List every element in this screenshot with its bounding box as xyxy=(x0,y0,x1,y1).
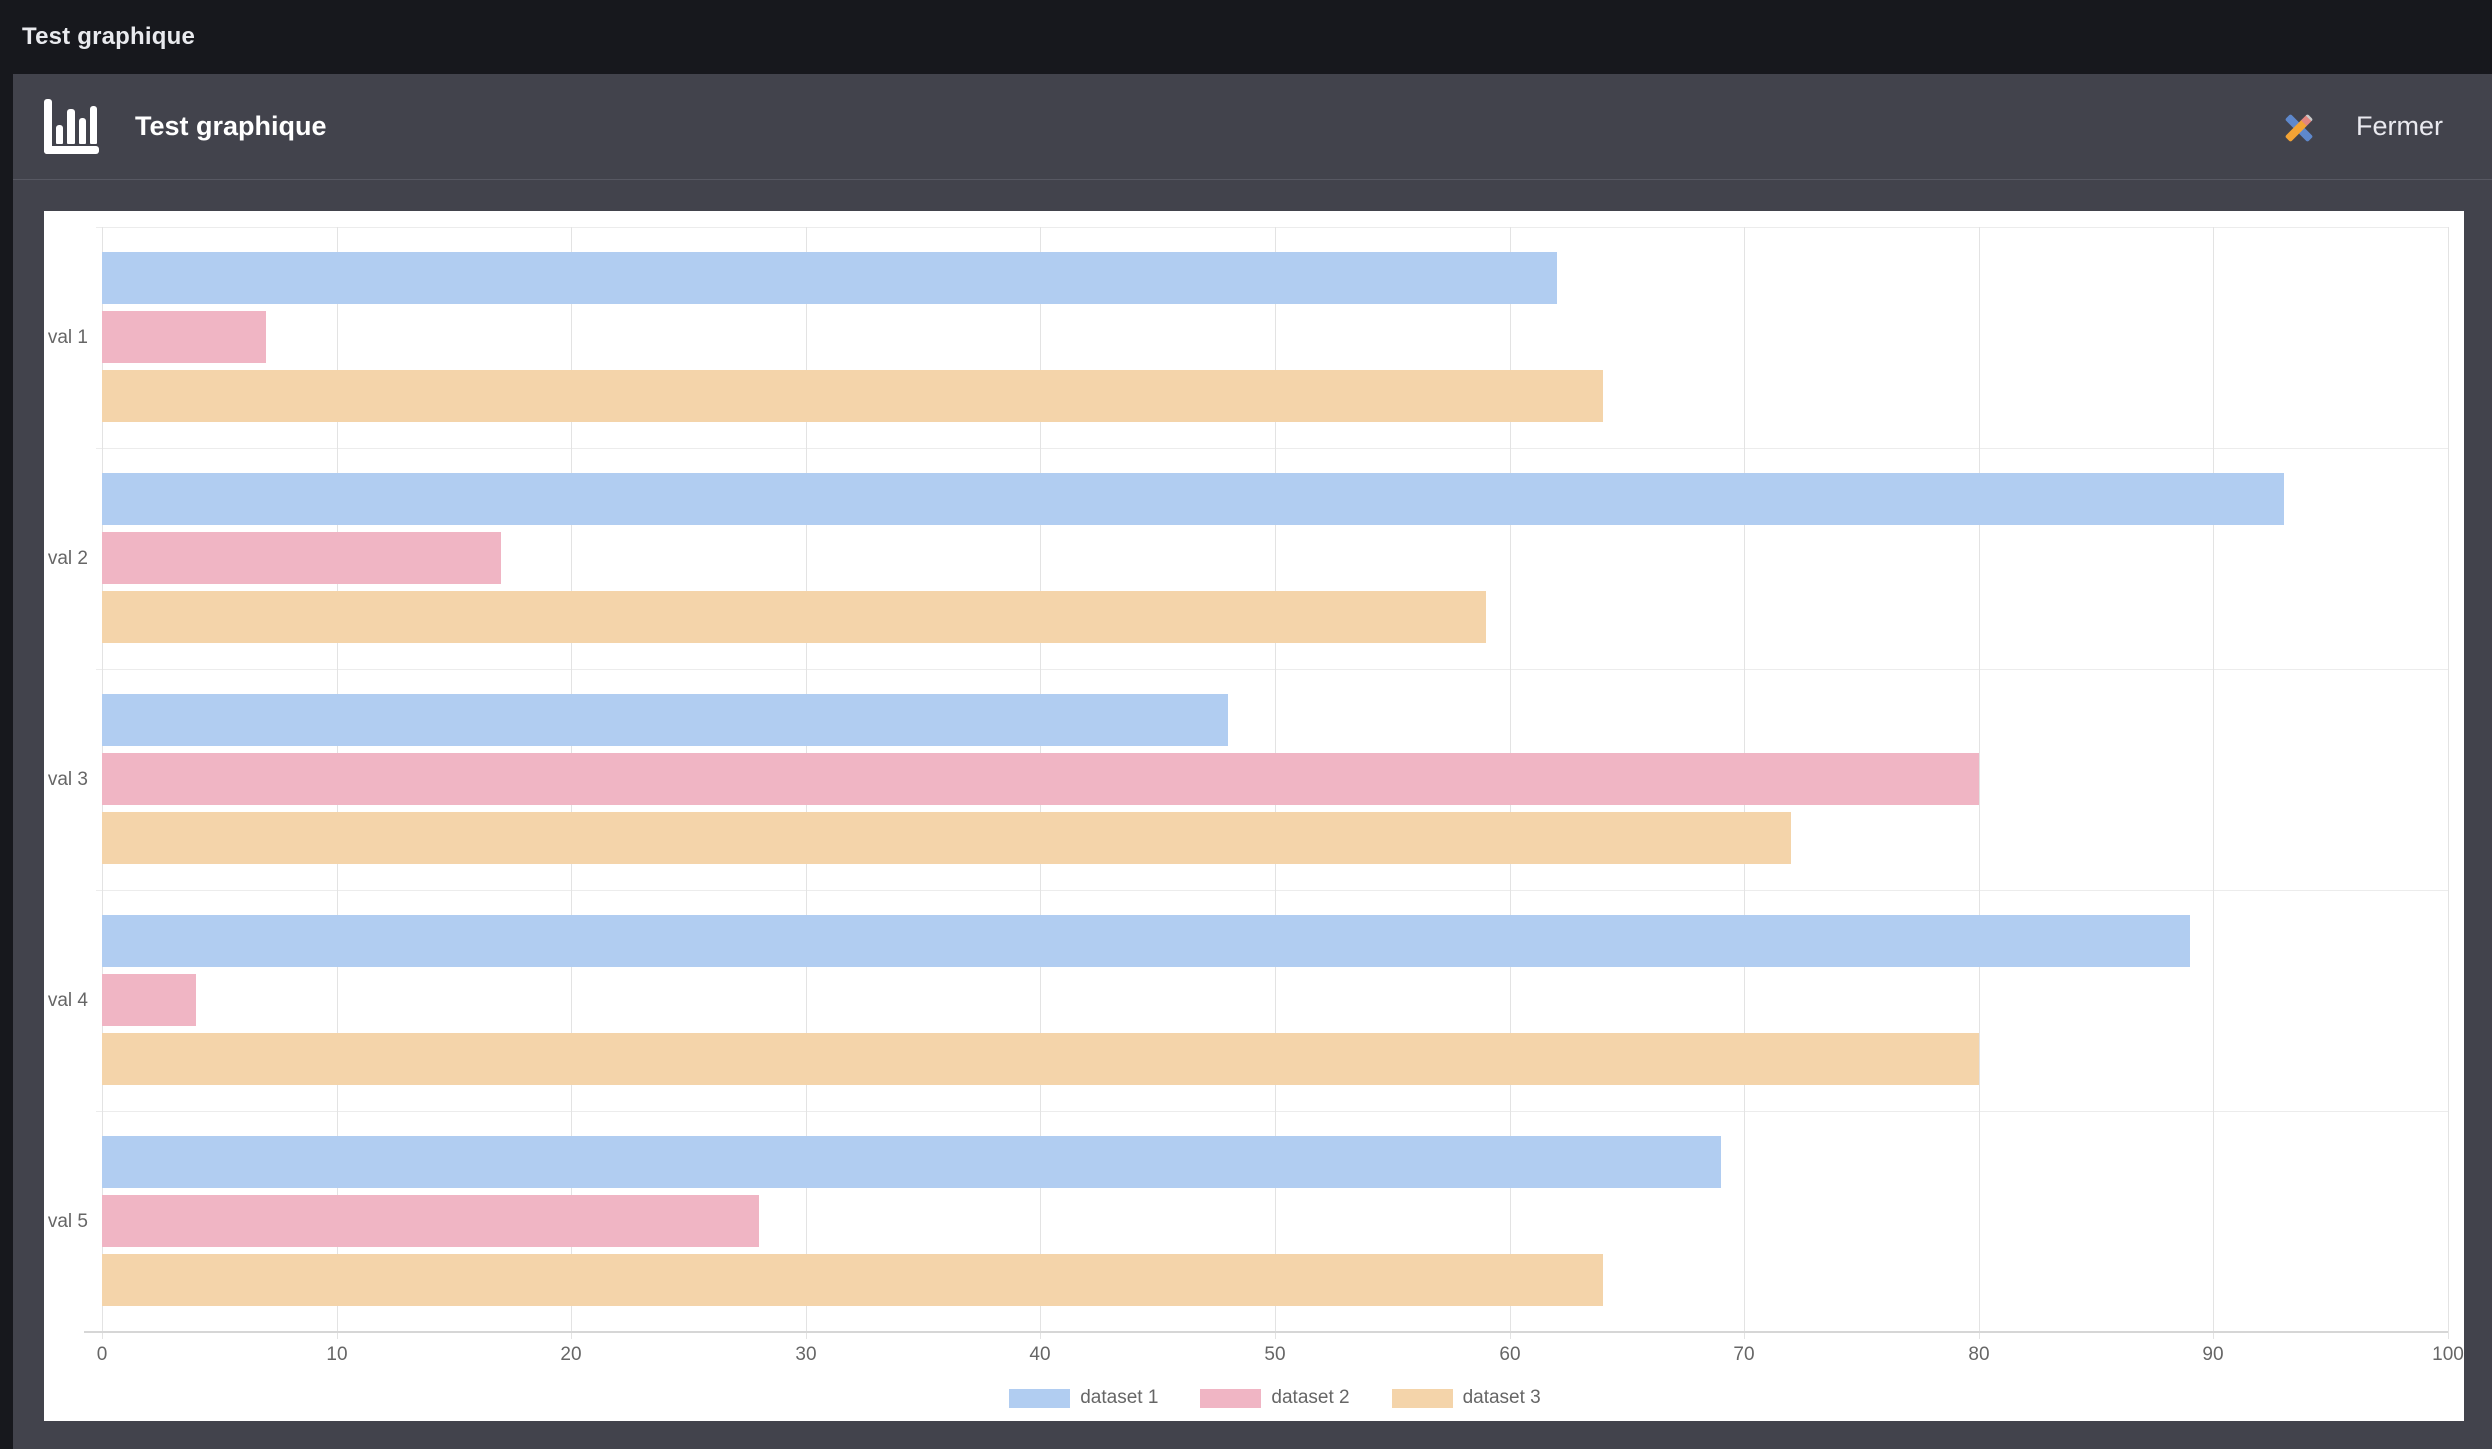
category-boundary-gridline xyxy=(96,669,2448,670)
legend-label: dataset 2 xyxy=(1271,1387,1350,1408)
bar-dataset3-val4[interactable] xyxy=(102,1033,1979,1085)
x-tick-label: 20 xyxy=(560,1344,582,1365)
x-axis-line xyxy=(84,1331,2448,1333)
x-tick-label: 40 xyxy=(1029,1344,1051,1365)
x-tick-label: 0 xyxy=(96,1344,108,1365)
bar-dataset1-val5[interactable] xyxy=(102,1136,1721,1188)
x-tick-label: 30 xyxy=(795,1344,817,1365)
x-gridline xyxy=(1979,227,1980,1339)
category-label: val 1 xyxy=(47,327,88,348)
x-tick-label: 80 xyxy=(1968,1344,1990,1365)
legend-label: dataset 1 xyxy=(1080,1387,1159,1408)
card-title: Test graphique xyxy=(135,111,327,141)
chart-panel: 0 10 20 30 40 50 60 70 80 90 100 val 1 val 2 val 3 val… xyxy=(44,211,2464,1421)
bar-dataset1-val1[interactable] xyxy=(102,252,1557,304)
chart-card: Test graphique Fermer 0 10 20 30 40 50 60 70 80 9… xyxy=(13,74,2492,1449)
x-gridline xyxy=(2448,227,2449,1339)
category-boundary-gridline xyxy=(96,890,2448,891)
bar-dataset2-val4[interactable] xyxy=(102,974,196,1026)
bar-dataset3-val3[interactable] xyxy=(102,812,1791,864)
card-header: Test graphique Fermer xyxy=(13,74,2492,180)
bar-dataset2-val1[interactable] xyxy=(102,311,266,363)
bar-chart: 0 10 20 30 40 50 60 70 80 90 100 val 1 val 2 val 3 val… xyxy=(44,211,2464,1421)
category-boundary-gridline xyxy=(96,448,2448,449)
legend-item-dataset-1[interactable]: dataset 1 xyxy=(1009,1387,1158,1409)
legend-label: dataset 3 xyxy=(1462,1387,1541,1408)
topbar: Test graphique xyxy=(0,0,2492,74)
x-tick-label: 90 xyxy=(2202,1344,2224,1365)
legend-swatch xyxy=(1200,1388,1262,1408)
bar-dataset2-val2[interactable] xyxy=(102,532,501,584)
bar-chart-icon xyxy=(44,99,99,154)
category-boundary-gridline xyxy=(96,227,2448,228)
bar-dataset3-val2[interactable] xyxy=(102,591,1486,643)
bar-dataset2-val3[interactable] xyxy=(102,753,1979,805)
category-label: val 4 xyxy=(47,990,88,1011)
category-label: val 3 xyxy=(47,769,88,790)
x-tick-label: 60 xyxy=(1499,1344,1521,1365)
topbar-title: Test graphique xyxy=(22,23,196,50)
x-tick-label: 50 xyxy=(1264,1344,1286,1365)
category-label: val 5 xyxy=(47,1211,88,1232)
bar-dataset3-val1[interactable] xyxy=(102,370,1603,422)
x-tick-label: 70 xyxy=(1733,1344,1755,1365)
category-boundary-gridline xyxy=(96,1111,2448,1112)
bar-dataset1-val3[interactable] xyxy=(102,694,1228,746)
legend-item-dataset-3[interactable]: dataset 3 xyxy=(1391,1387,1541,1409)
x-gridline xyxy=(2213,227,2214,1339)
bar-dataset1-val4[interactable] xyxy=(102,915,2190,967)
bar-dataset3-val5[interactable] xyxy=(102,1254,1603,1306)
bar-dataset1-val2[interactable] xyxy=(102,473,2284,525)
close-button[interactable]: Fermer xyxy=(2356,111,2443,141)
x-tick-label: 10 xyxy=(326,1344,348,1365)
legend-swatch xyxy=(1391,1388,1453,1408)
category-label: val 2 xyxy=(47,548,88,569)
bar-dataset2-val5[interactable] xyxy=(102,1195,759,1247)
legend-swatch xyxy=(1009,1388,1071,1408)
chart-legend: dataset 1 dataset 2 dataset 3 xyxy=(102,1387,2448,1409)
x-tick-label: 100 xyxy=(2432,1344,2464,1365)
legend-item-dataset-2[interactable]: dataset 2 xyxy=(1200,1387,1350,1409)
pencil-ruler-icon[interactable] xyxy=(2284,112,2314,142)
